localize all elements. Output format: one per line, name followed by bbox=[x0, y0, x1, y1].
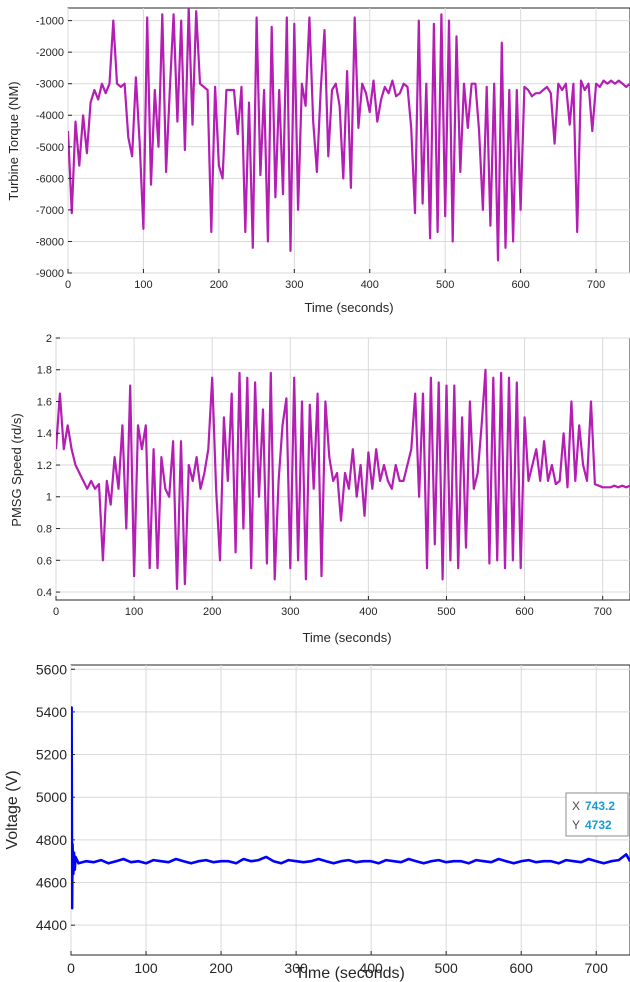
voltage-y-tick-label: 4800 bbox=[36, 832, 67, 848]
torque-x-tick-label: 700 bbox=[587, 279, 605, 291]
voltage-y-tick-label: 4600 bbox=[36, 875, 67, 891]
speed-x-tick-label: 700 bbox=[593, 606, 611, 618]
torque-y-tick-label: -5000 bbox=[36, 142, 64, 154]
torque-series bbox=[68, 8, 630, 262]
voltage-x-tick-label: 500 bbox=[434, 960, 458, 976]
torque-x-axis-label: Time (seconds) bbox=[304, 300, 393, 315]
voltage-y-tick-label: 5200 bbox=[36, 747, 67, 763]
speed-y-tick-label: 1.4 bbox=[37, 428, 52, 440]
datatip-y-value: 4732 bbox=[585, 818, 612, 832]
torque-y-tick-label: -4000 bbox=[36, 110, 64, 122]
voltage-series bbox=[71, 706, 630, 910]
voltage-x-axis-label: Time (seconds) bbox=[295, 965, 405, 982]
voltage-x-tick-label: 400 bbox=[359, 960, 383, 976]
voltage-x-tick-label: 0 bbox=[67, 960, 75, 976]
speed-y-tick-label: 1.2 bbox=[37, 460, 52, 472]
speed-chart: 0 100 200 300 400 500 600 700 0.4 0.6 0.8 1 1.2 1.4 1… bbox=[9, 333, 630, 645]
voltage-x-tick-label: 600 bbox=[510, 960, 534, 976]
torque-y-tick-label: -3000 bbox=[36, 79, 64, 91]
speed-x-tick-label: 600 bbox=[515, 606, 533, 618]
speed-y-axis-label: PMSG Speed (rd/s) bbox=[9, 413, 24, 526]
datatip-x-value: 743.2 bbox=[585, 799, 615, 813]
speed-x-tick-label: 400 bbox=[359, 606, 377, 618]
voltage-x-tick-label: 100 bbox=[134, 960, 158, 976]
torque-x-tick-label: 200 bbox=[210, 279, 228, 291]
voltage-y-tick-label: 5400 bbox=[36, 704, 67, 720]
speed-y-tick-label: 0.8 bbox=[37, 524, 52, 536]
torque-chart: 0 100 200 300 400 500 600 700 -9000 -8000 -7000 -6… bbox=[6, 7, 630, 315]
speed-y-tick-label: 1.8 bbox=[37, 365, 52, 377]
voltage-y-axis-label: Voltage (V) bbox=[4, 770, 21, 849]
torque-x-tick-label: 300 bbox=[285, 279, 303, 291]
torque-x-tick-label: 100 bbox=[134, 279, 152, 291]
speed-y-ticks: 0.4 0.6 0.8 1 1.2 1.4 1.6 1.8 2 bbox=[37, 333, 60, 599]
voltage-x-ticks: 0 100 200 300 400 500 600 700 bbox=[67, 951, 608, 976]
speed-x-tick-label: 0 bbox=[53, 606, 59, 618]
voltage-x-tick-label: 200 bbox=[209, 960, 233, 976]
torque-x-tick-label: 600 bbox=[511, 279, 529, 291]
torque-x-tick-label: 500 bbox=[436, 279, 454, 291]
datatip[interactable]: X 743.2 Y 4732 bbox=[565, 792, 629, 837]
voltage-x-tick-label: 700 bbox=[585, 960, 609, 976]
speed-y-tick-label: 0.4 bbox=[37, 587, 52, 599]
torque-y-axis-label: Turbine Torque (NM) bbox=[6, 81, 21, 200]
datatip-x-label: X bbox=[572, 799, 580, 813]
torque-y-tick-label: -7000 bbox=[36, 205, 64, 217]
speed-y-tick-label: 1 bbox=[46, 492, 52, 504]
voltage-y-tick-label: 4400 bbox=[36, 917, 67, 933]
torque-x-ticks: 0 100 200 300 400 500 600 700 bbox=[65, 269, 605, 291]
speed-x-tick-label: 500 bbox=[437, 606, 455, 618]
speed-series bbox=[56, 368, 630, 591]
voltage-y-ticks: 4400 4600 4800 5000 5200 5400 5600 bbox=[36, 661, 75, 933]
torque-y-ticks: -9000 -8000 -7000 -6000 -5000 -4000 -3000 -2000… bbox=[36, 16, 72, 280]
voltage-line bbox=[71, 706, 630, 910]
speed-y-tick-label: 1.6 bbox=[37, 396, 52, 408]
datatip-y-label: Y bbox=[572, 818, 580, 832]
torque-y-tick-label: -2000 bbox=[36, 47, 64, 59]
voltage-chart: 0 100 200 300 400 500 600 700 4400 4600 4800 5000 5… bbox=[4, 661, 630, 982]
torque-x-tick-label: 0 bbox=[65, 279, 71, 291]
torque-y-tick-label: -8000 bbox=[36, 236, 64, 248]
voltage-y-tick-label: 5600 bbox=[36, 661, 67, 677]
torque-y-tick-label: -6000 bbox=[36, 173, 64, 185]
speed-x-tick-label: 100 bbox=[125, 606, 143, 618]
speed-y-tick-label: 0.6 bbox=[37, 555, 52, 567]
torque-line bbox=[68, 8, 630, 262]
speed-line bbox=[56, 368, 630, 591]
voltage-y-tick-label: 5000 bbox=[36, 789, 67, 805]
speed-x-tick-label: 200 bbox=[203, 606, 221, 618]
torque-y-tick-label: -9000 bbox=[36, 268, 64, 280]
torque-x-tick-label: 400 bbox=[361, 279, 379, 291]
torque-y-tick-label: -1000 bbox=[36, 16, 64, 28]
voltage-x-tick-label: 300 bbox=[284, 960, 308, 976]
speed-x-tick-label: 300 bbox=[281, 606, 299, 618]
speed-x-axis-label: Time (seconds) bbox=[302, 630, 391, 645]
speed-y-tick-label: 2 bbox=[46, 333, 52, 345]
speed-x-ticks: 0 100 200 300 400 500 600 700 bbox=[53, 596, 612, 618]
datatip-box bbox=[565, 792, 629, 837]
